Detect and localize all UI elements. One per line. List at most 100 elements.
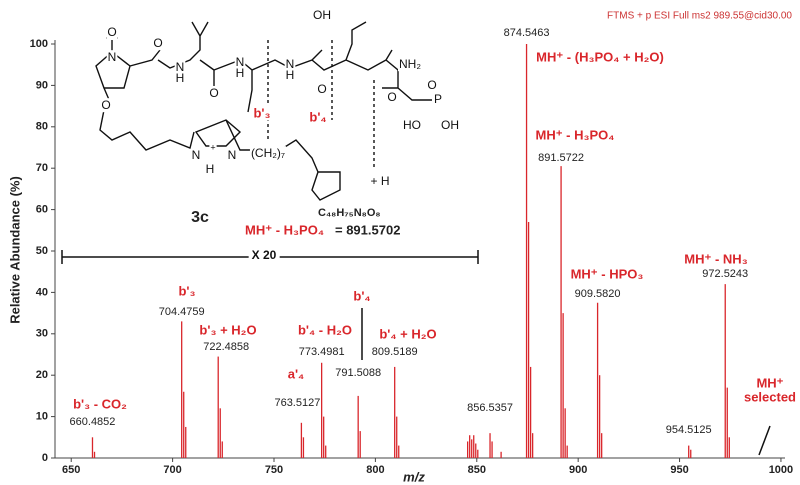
- atom-bg: [402, 118, 422, 133]
- ion-label: a'₄: [288, 366, 305, 381]
- atom-label: N: [176, 60, 185, 74]
- atom-label: O: [209, 86, 218, 100]
- ion-label: MH⁺ - (H₃PO₄ + H₂O): [536, 49, 664, 64]
- x-tick-label: 750: [265, 464, 283, 476]
- zoom-label-bg: [248, 248, 280, 263]
- formula: C₄₈H₇₅N₈O₈: [318, 207, 381, 219]
- mass-value: = 891.5702: [335, 222, 400, 237]
- x-axis-title: m/z: [403, 469, 425, 484]
- ion-label: b'₃: [178, 283, 195, 298]
- atom-bg: [152, 36, 164, 51]
- atom-bg: [249, 146, 287, 161]
- compound-name: 3c: [191, 209, 209, 226]
- x-tick-label: 1000: [769, 464, 793, 476]
- atom-bg: [312, 8, 332, 23]
- pointer-line: [758, 425, 771, 456]
- y-tick-label: 90: [36, 79, 48, 91]
- ion-label: b'₄: [353, 288, 370, 303]
- x-tick-label: 650: [62, 464, 80, 476]
- atom-bg: [204, 162, 216, 177]
- peak-label: 954.5125: [666, 424, 712, 436]
- ion-label: selected: [744, 389, 796, 404]
- atom-label: O: [387, 90, 396, 104]
- atom-label: b'₄: [309, 109, 326, 124]
- y-tick-label: 40: [36, 286, 48, 298]
- atom-bg: [308, 109, 328, 125]
- atom-bg: [226, 148, 238, 163]
- atom-label: H: [236, 66, 245, 80]
- atom-bg: [440, 118, 460, 133]
- atom-bg: [369, 174, 391, 189]
- y-tick-label: 20: [36, 369, 48, 381]
- atom-bg: [174, 60, 186, 75]
- atom-label: N: [236, 55, 245, 69]
- x-tick-label: 900: [569, 464, 587, 476]
- y-tick-label: 0: [42, 452, 48, 464]
- atom-bg: [386, 90, 398, 105]
- atom-bg: [100, 98, 112, 113]
- atom-label: (CH₂)₇: [251, 146, 285, 160]
- peak-label: 722.4858: [203, 341, 249, 353]
- peak-label: 874.5463: [504, 27, 550, 39]
- peak-label: 891.5722: [538, 152, 584, 164]
- y-tick-label: 70: [36, 162, 48, 174]
- atom-label: P: [434, 92, 442, 106]
- atom-bg: [284, 68, 296, 83]
- atom-bg: [284, 57, 296, 72]
- atom-label: + H: [370, 174, 389, 188]
- ion-label: MH⁺: [756, 375, 783, 390]
- ion-label: b'₄ + H₂O: [379, 326, 436, 341]
- atom-bg: [252, 105, 272, 121]
- peak-label: 763.5127: [274, 397, 320, 409]
- atom-label: +: [210, 142, 215, 152]
- atom-bg: [432, 92, 444, 107]
- atom-label: H: [176, 71, 185, 85]
- peak-label: 972.5243: [702, 268, 748, 280]
- atom-bg: [174, 71, 186, 86]
- atom-label: N: [228, 148, 237, 162]
- x-tick-label: 700: [163, 464, 181, 476]
- ion-label: b'₃ + H₂O: [199, 322, 256, 337]
- peak-label: 773.4981: [299, 346, 345, 358]
- x-tick-label: 800: [366, 464, 384, 476]
- peak-label: 791.5088: [335, 367, 381, 379]
- atom-bg: [426, 78, 438, 93]
- atom-label: N: [108, 50, 117, 64]
- atom-bg: [398, 57, 423, 72]
- atom-label: N: [192, 148, 201, 162]
- atom-label: NH₂: [399, 57, 421, 71]
- atom-bg: [208, 86, 220, 101]
- peak-label: 909.5820: [575, 288, 621, 300]
- atom-label: O: [427, 78, 436, 92]
- y-tick-label: 80: [36, 121, 48, 133]
- zoom-label: X 20: [252, 248, 277, 262]
- atom-bg: [316, 82, 328, 97]
- atom-bg: [190, 148, 202, 163]
- atom-label: H: [286, 68, 295, 82]
- ion-label: b'₄ - H₂O: [298, 322, 352, 337]
- x-tick-label: 850: [468, 464, 486, 476]
- atom-bg: [234, 66, 246, 81]
- atom-label: HO: [403, 118, 421, 132]
- atom-bg: [106, 25, 118, 40]
- atom-label: b'₃: [253, 105, 270, 120]
- atom-label: O: [101, 98, 110, 112]
- peak-label: 809.5189: [372, 346, 418, 358]
- atom-label: OH: [313, 8, 331, 22]
- atom-bg: [234, 55, 246, 70]
- atom-label: O: [153, 36, 162, 50]
- y-axis-title: Relative Abundance (%): [7, 176, 22, 324]
- atom-label: H: [206, 162, 215, 176]
- y-tick-label: 30: [36, 328, 48, 340]
- mass-label: MH⁺ - H₃PO₄: [245, 222, 324, 237]
- ion-label: MH⁺ - NH₃: [684, 251, 747, 266]
- y-tick-label: 50: [36, 245, 48, 257]
- y-tick-label: 10: [36, 411, 48, 423]
- atom-label: O: [107, 25, 116, 39]
- atom-label: O: [317, 82, 326, 96]
- atom-bg: [209, 142, 217, 153]
- ion-label: b'₃ - CO₂: [73, 396, 127, 411]
- atom-label: N: [286, 57, 295, 71]
- chart-title: FTMS + p ESI Full ms2 989.55@cid30.00: [607, 11, 792, 22]
